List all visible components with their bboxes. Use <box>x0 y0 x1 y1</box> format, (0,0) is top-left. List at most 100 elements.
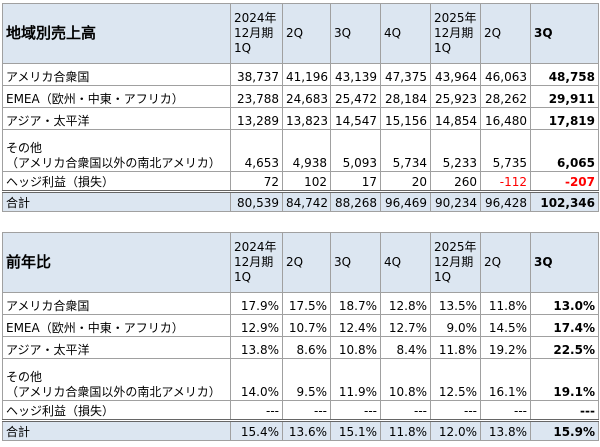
cell: --- <box>230 400 283 421</box>
text: 5,233 <box>442 156 477 170</box>
text: 10.8% <box>388 385 427 399</box>
cell: 11.8% <box>480 292 531 315</box>
total-cell: 15.9% <box>530 419 599 441</box>
text: 16.1% <box>488 385 527 399</box>
text: 2024年 <box>234 11 277 25</box>
text: 102,346 <box>540 196 595 210</box>
cell: 41,196 <box>282 63 331 86</box>
text: 13.8% <box>240 343 279 357</box>
cell: 6,065 <box>530 129 599 172</box>
text: 16,480 <box>485 114 527 128</box>
text: 28,262 <box>485 92 527 106</box>
cell: 43,139 <box>330 63 381 86</box>
text: ヘッジ利益（損失） <box>6 404 115 418</box>
cell: 28,184 <box>380 85 431 108</box>
text: --- <box>464 404 477 418</box>
column-header: 2025年 12月期 1Q <box>430 232 481 293</box>
text: --- <box>414 404 427 418</box>
text: 14.0% <box>240 385 279 399</box>
text: 3Q <box>334 26 352 40</box>
header-row: 前年比 2024年 12月期 1Q 2Q 3Q 4Q 2025年 12月期 1Q 2Q 3Q <box>2 232 599 293</box>
data-row: EMEA（欧州・中東・アフリカ） 23,788 24,683 25,472 28,184… <box>2 85 599 108</box>
header-row: 地域別売上高 2024年 12月期 1Q 2Q 3Q 4Q 2025年 12月期 1Q 2Q 3Q <box>2 3 599 64</box>
cell: 102 <box>282 171 331 192</box>
text: 90,234 <box>435 196 477 210</box>
text: 11.9% <box>338 385 377 399</box>
text: （アメリカ合衆国以外の南北アメリカ） <box>6 385 221 399</box>
text: アメリカ合衆国 <box>6 70 90 84</box>
text: 9.5% <box>296 385 328 399</box>
text: 1Q <box>234 270 252 284</box>
total-cell: 13.6% <box>282 419 331 441</box>
cell: 47,375 <box>380 63 431 86</box>
cell: 10.8% <box>380 358 431 401</box>
cell: 10.7% <box>282 314 331 337</box>
text: 96,469 <box>385 196 427 210</box>
text: 25,472 <box>335 92 377 106</box>
text: 102 <box>304 175 327 189</box>
cell: 12.8% <box>380 292 431 315</box>
text: 88,268 <box>335 196 377 210</box>
text: 72 <box>263 175 279 189</box>
text: 13,823 <box>286 114 328 128</box>
cell: 38,737 <box>230 63 283 86</box>
text: 14.5% <box>488 321 527 335</box>
data-row: EMEA（欧州・中東・アフリカ） 12.9% 10.7% 12.4% 12.7% 9.0%… <box>2 314 599 337</box>
text: 8.4% <box>396 343 428 357</box>
row-label: アメリカ合衆国 <box>2 292 231 315</box>
text: EMEA（欧州・中東・アフリカ） <box>6 92 184 106</box>
total-cell: 96,428 <box>480 190 531 212</box>
table-body: 前年比 2024年 12月期 1Q 2Q 3Q 4Q 2025年 12月期 1Q 2Q 3Q アメリカ合… <box>2 232 599 441</box>
text: 20 <box>411 175 427 189</box>
text: 43,139 <box>335 70 377 84</box>
cell: 14,547 <box>330 107 381 130</box>
text: 5,734 <box>392 156 427 170</box>
text: 260 <box>454 175 477 189</box>
row-label: アジア・太平洋 <box>2 336 231 359</box>
cell: 17 <box>330 171 381 192</box>
row-label: アメリカ合衆国 <box>2 63 231 86</box>
cell: 16.1% <box>480 358 531 401</box>
text: 2025年 <box>434 11 477 25</box>
text: 22.5% <box>553 343 595 357</box>
column-header: 2Q <box>480 232 531 293</box>
text: 15.9% <box>553 425 595 439</box>
text: 10.7% <box>288 321 327 335</box>
text: 9.0% <box>446 321 478 335</box>
text: 11.8% <box>438 343 477 357</box>
data-row: アメリカ合衆国 38,737 41,196 43,139 47,375 43,964 46,… <box>2 63 599 86</box>
cell: 9.5% <box>282 358 331 401</box>
text: 13.6% <box>288 425 327 439</box>
column-header: 2025年 12月期 1Q <box>430 3 481 64</box>
cell: 5,093 <box>330 129 381 172</box>
row-label: その他 （アメリカ合衆国以外の南北アメリカ） <box>2 358 231 401</box>
column-header: 2Q <box>282 232 331 293</box>
cell: 24,683 <box>282 85 331 108</box>
text: 19.1% <box>553 385 595 399</box>
text: 43,964 <box>435 70 477 84</box>
cell: 20 <box>380 171 431 192</box>
cell: 10.8% <box>330 336 381 359</box>
text: アメリカ合衆国 <box>6 299 90 313</box>
text: 28,184 <box>385 92 427 106</box>
total-cell: 84,742 <box>282 190 331 212</box>
text: 2Q <box>286 255 304 269</box>
data-row: アメリカ合衆国 17.9% 17.5% 18.7% 12.8% 13.5% 11.8% 13.… <box>2 292 599 315</box>
total-label: 合計 <box>2 190 231 212</box>
data-row: アジア・太平洋 13.8% 8.6% 10.8% 8.4% 11.8% 19.2% 22.5% <box>2 336 599 359</box>
column-header: 4Q <box>380 3 431 64</box>
text: 1Q <box>234 41 252 55</box>
text: その他 <box>6 370 43 384</box>
cell: 12.5% <box>430 358 481 401</box>
total-cell: 11.8% <box>380 419 431 441</box>
cell: 5,735 <box>480 129 531 172</box>
text: 12.0% <box>438 425 477 439</box>
text: 2Q <box>484 255 502 269</box>
total-row: 合計 15.4% 13.6% 15.1% 11.8% 12.0% 13.8% 15.9% <box>2 419 599 441</box>
text: 17.4% <box>553 321 595 335</box>
text: 12月期 <box>434 26 474 40</box>
text: 18.7% <box>338 299 377 313</box>
cell: 15,156 <box>380 107 431 130</box>
column-header: 3Q <box>330 232 381 293</box>
total-cell: 102,346 <box>530 190 599 212</box>
